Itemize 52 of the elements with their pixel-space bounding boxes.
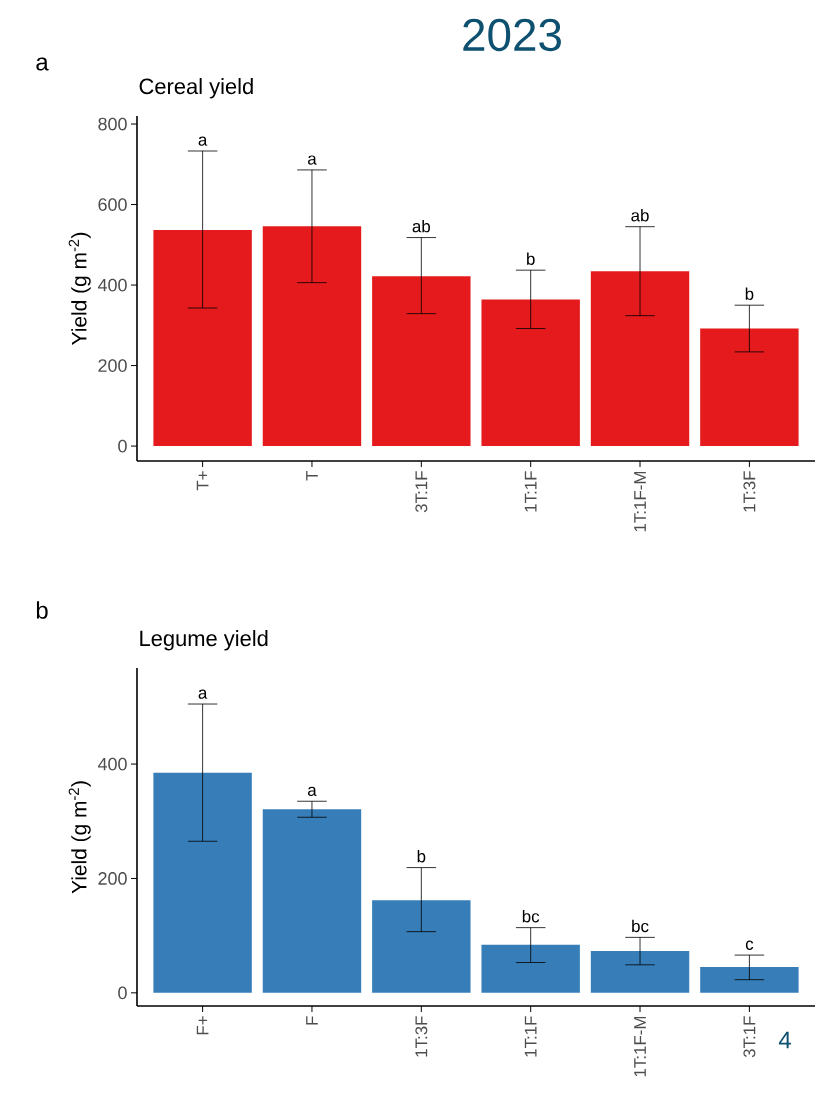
y-axis-title: Yield (g m$^{-2}$) [68, 781, 91, 894]
x-tick-label: 1T:1F [524, 471, 537, 512]
bar [262, 226, 362, 447]
bar [372, 276, 471, 447]
y-tick-label: 400 [97, 278, 127, 292]
y-tick-label: 600 [98, 198, 127, 211]
bar [262, 809, 362, 993]
text: 4 [778, 1031, 791, 1049]
bar [700, 967, 799, 993]
annotation: c [745, 940, 754, 950]
annotation: bc [632, 919, 649, 933]
y-tick-label: 0 [118, 986, 127, 1000]
chart-title: Cereal yield [139, 78, 253, 99]
bar [481, 944, 580, 993]
x-tick-label: 1T:1F-M [634, 471, 646, 532]
text: 2023 [463, 18, 561, 52]
x-tick-label: 3T:1F [415, 471, 428, 513]
bar [590, 951, 690, 993]
annotation: b [745, 287, 754, 300]
x-tick-label: 1T:3F [743, 471, 756, 512]
x-tick-label: F [306, 1016, 318, 1025]
annotation: a [307, 786, 317, 797]
y-tick-label: 800 [98, 117, 127, 131]
annotation: a [198, 689, 208, 699]
x-tick-label: 3T:1F [743, 1016, 756, 1058]
annotation: a [198, 136, 208, 146]
x-tick-label: 1T:1F [524, 1016, 537, 1057]
annotation: ab [412, 219, 431, 233]
y-axis-title: Yield (g m$^{-2}$) [68, 232, 91, 345]
bar [153, 772, 252, 993]
bar [372, 900, 471, 993]
chart-title: Legume yield [140, 630, 268, 651]
x-tick-label: T [306, 470, 318, 481]
y-tick-label: 400 [97, 757, 127, 771]
bar [153, 229, 252, 447]
x-tick-label: F+ [196, 1016, 209, 1035]
annotation: bc [522, 910, 540, 923]
text: b [36, 601, 48, 619]
annotation: a [307, 155, 317, 165]
y-tick-label: 200 [98, 872, 127, 885]
annotation: b [417, 849, 426, 863]
annotation: ab [631, 209, 649, 222]
y-tick-label: 0 [118, 439, 127, 453]
x-tick-label: 1T:1F-M [634, 1016, 646, 1077]
x-tick-label: 1T:3F [415, 1016, 428, 1057]
annotation: b [527, 252, 535, 265]
bar [590, 271, 690, 447]
bar [481, 299, 580, 447]
text: a [36, 57, 49, 71]
y-tick-label: 200 [98, 359, 127, 372]
x-tick-label: T+ [196, 471, 209, 491]
bar [700, 328, 799, 447]
